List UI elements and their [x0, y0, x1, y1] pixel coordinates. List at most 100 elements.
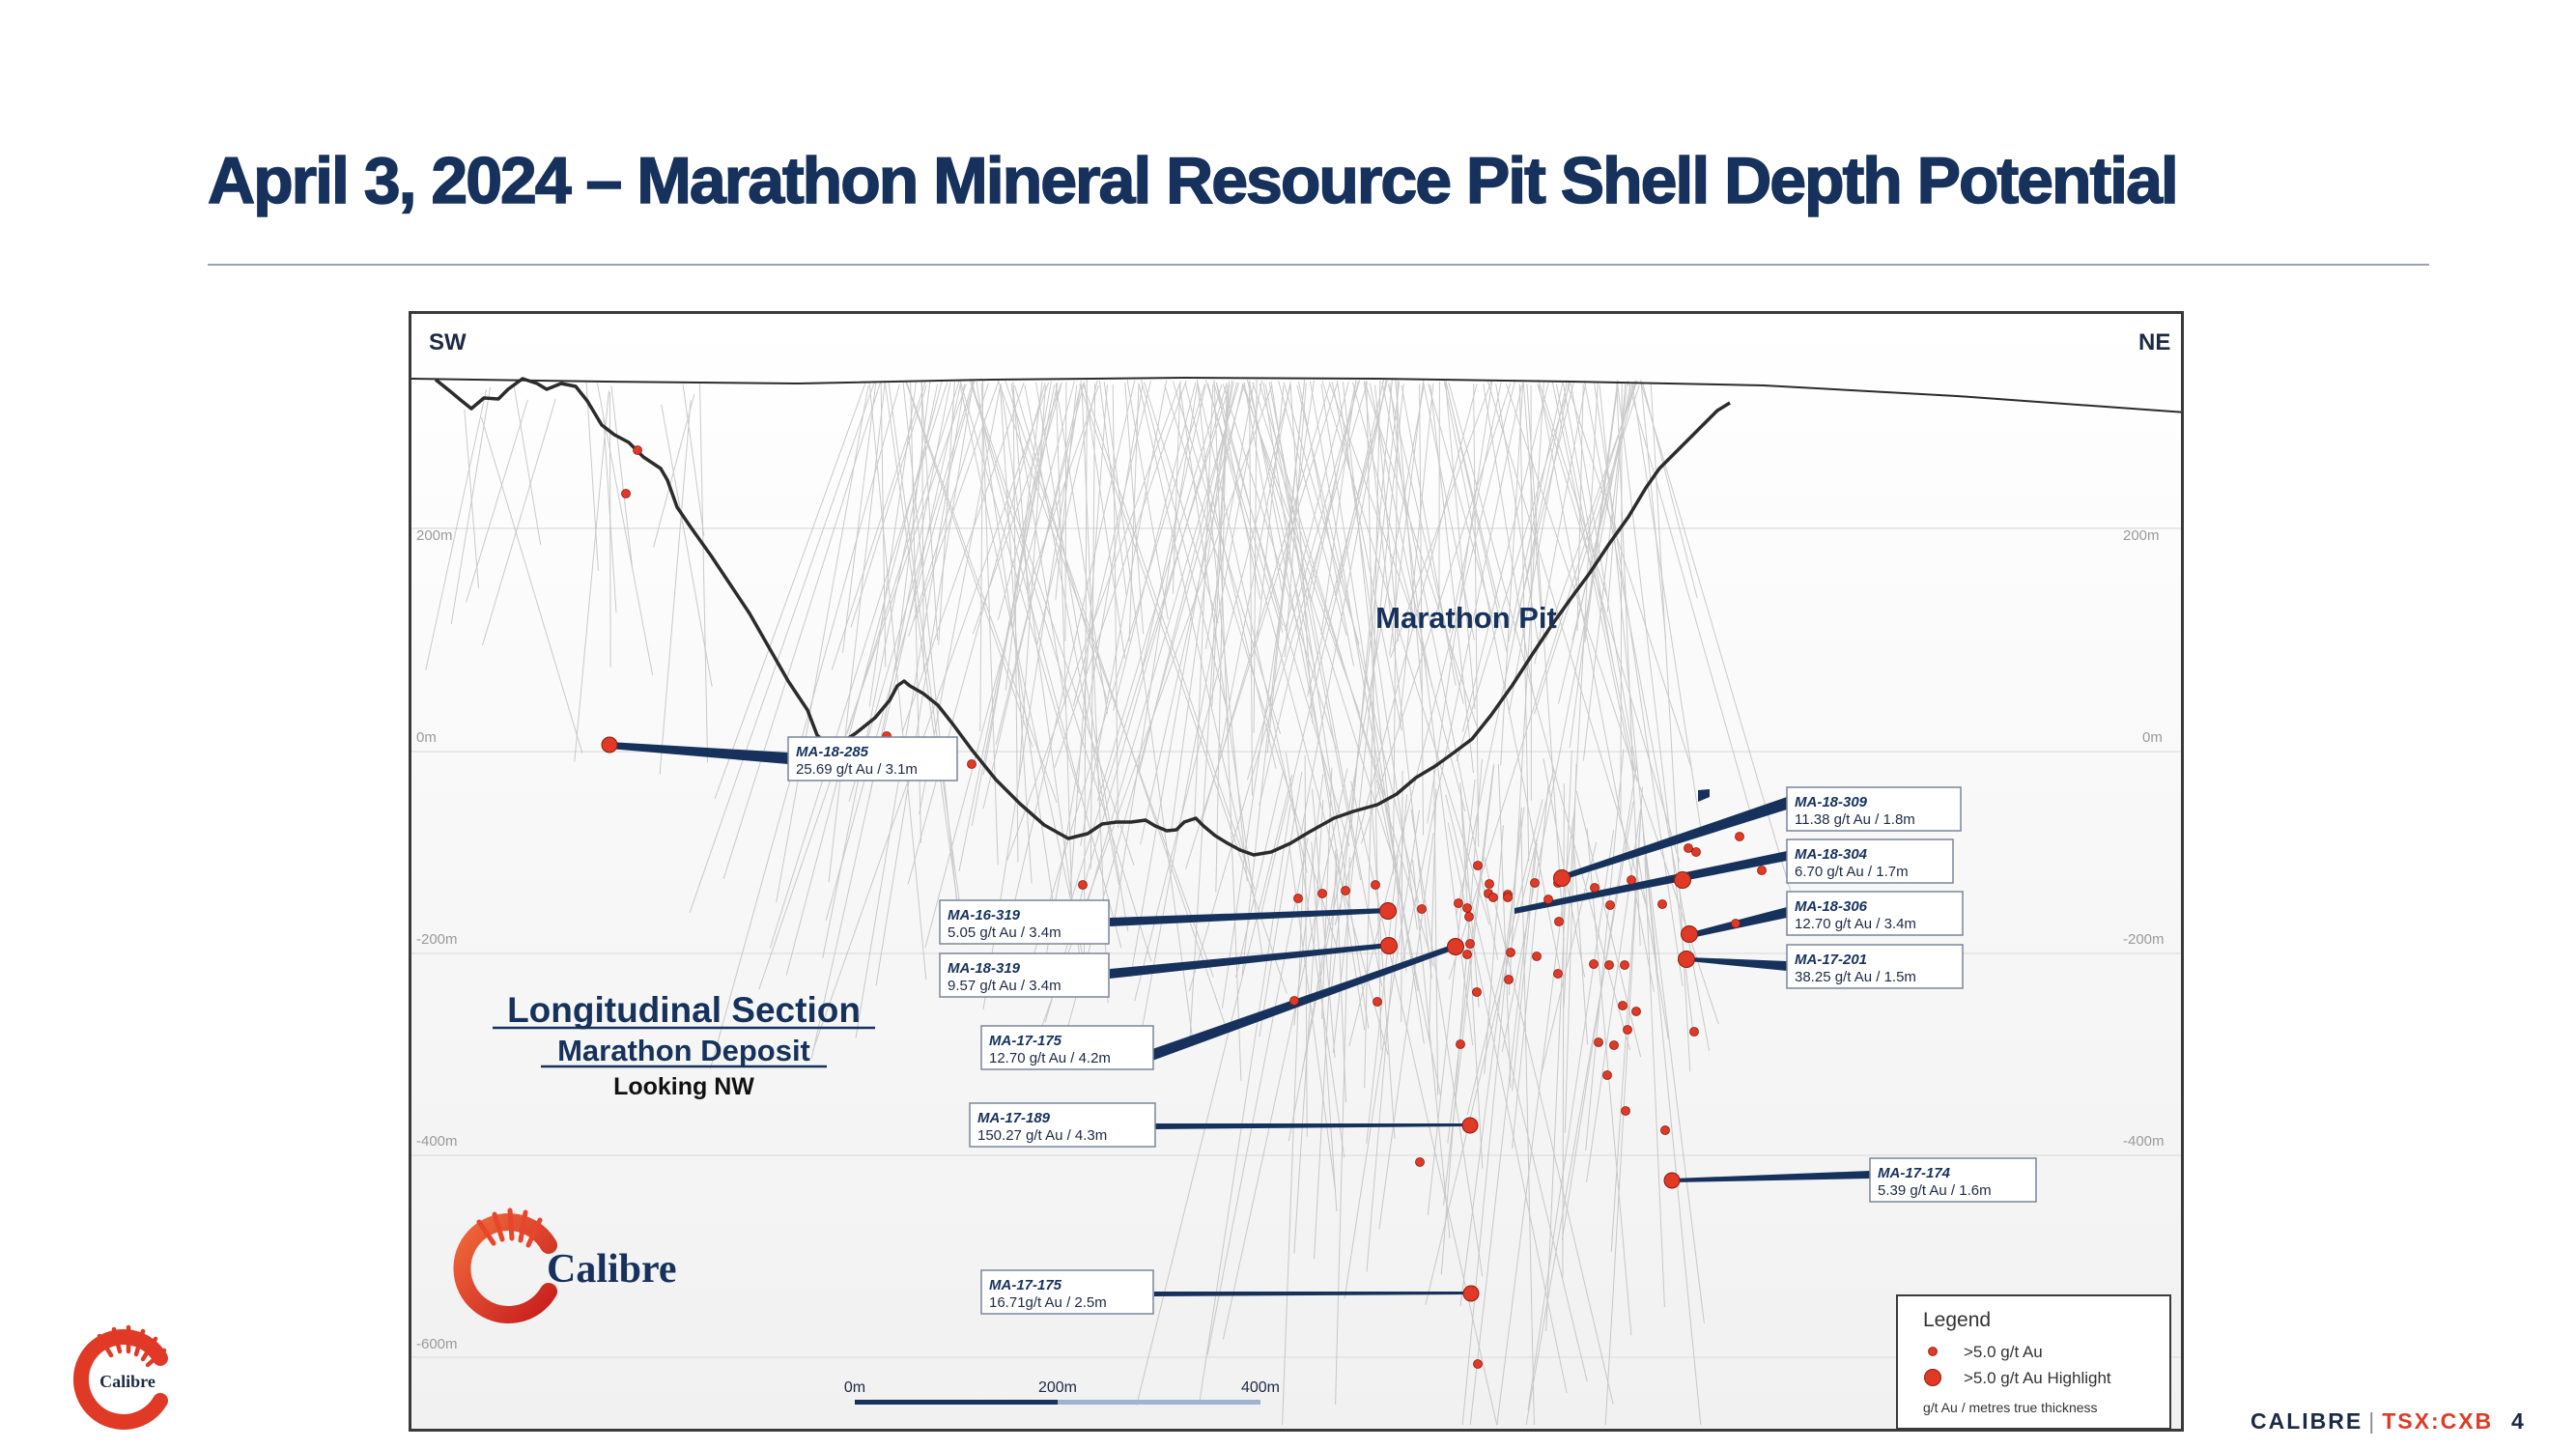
callout-ma-17-175-deep: MA-17-175 16.71g/t Au / 2.5m — [980, 1269, 1154, 1315]
drill-hole-trace — [1262, 382, 1366, 1031]
section-diagram: 200m 200m 0m 0m -200m -200m -400m -400m … — [411, 329, 2181, 1429]
drill-hole-trace — [1366, 854, 1399, 1144]
drill-hole-trace — [1584, 384, 1619, 643]
drill-hole-trace — [1293, 799, 1324, 1254]
drill-hole-trace — [1538, 380, 1608, 598]
drill-hole-trace — [1399, 383, 1434, 729]
drill-hole-trace — [1350, 379, 1393, 832]
drill-hole-trace — [1427, 779, 1476, 1215]
drill-hole-trace — [1314, 848, 1338, 1260]
drill-hole-trace — [1520, 814, 1535, 1426]
leader-ma-18-304 — [1514, 851, 1787, 914]
legend-highlight-marker — [1924, 1369, 1941, 1386]
drill-hole-trace — [1537, 384, 1681, 863]
elev-label-right: 0m — [2142, 729, 2163, 746]
drill-hole-trace — [1401, 384, 1522, 968]
callout-grade: 6.70 g/t Au / 1.7m — [1795, 864, 1909, 880]
callout-grade: 25.69 g/t Au / 3.1m — [796, 761, 918, 778]
leader-ma-17-201 — [1688, 957, 1787, 971]
drill-hole-trace — [1460, 793, 1484, 1169]
drill-hole-trace — [831, 380, 926, 670]
drill-hole-trace — [972, 384, 1062, 635]
drill-hole-trace — [1395, 379, 1423, 694]
assay-point — [1289, 996, 1299, 1006]
drill-hole-trace — [1445, 382, 1476, 710]
callout-ma-17-175: MA-17-175 12.70 g/t Au / 4.2m — [980, 1025, 1154, 1070]
longitudinal-section-figure: 200m 200m 0m 0m -200m -200m -400m -400m … — [409, 311, 2184, 1432]
footer-company: CALIBRE — [2250, 1408, 2364, 1434]
drill-hole-trace — [1518, 384, 1530, 862]
highlight-point — [1663, 1172, 1681, 1189]
drill-hole-trace — [1260, 380, 1388, 919]
assay-point — [633, 445, 642, 455]
highlight-point — [1674, 871, 1691, 889]
scale-label: 400m — [1241, 1379, 1280, 1396]
drill-hole-trace — [1522, 383, 1542, 610]
assay-point — [1473, 1359, 1483, 1369]
drill-hole-trace — [1461, 807, 1522, 1426]
assay-point — [621, 489, 631, 498]
drill-hole-trace — [1072, 381, 1151, 707]
assay-point — [1506, 948, 1515, 957]
assay-point — [1462, 903, 1472, 913]
callout-ma-16-319: MA-16-319 5.05 g/t Au / 3.4m — [939, 899, 1110, 945]
callout-hole-id: MA-17-174 — [1878, 1165, 1951, 1181]
drill-hole-trace — [1321, 380, 1490, 925]
drill-hole-trace — [971, 379, 1122, 949]
page-number: 4 — [2511, 1408, 2524, 1434]
drill-hole-trace — [1143, 381, 1219, 624]
drill-hole-trace — [425, 389, 487, 670]
drill-hole-trace — [1640, 379, 1667, 639]
elev-label-left: -600m — [416, 1336, 458, 1352]
highlight-point — [1553, 869, 1571, 887]
scale-bar-segment-light — [1058, 1400, 1260, 1405]
highlight-point — [601, 736, 618, 753]
drill-hole-trace — [1199, 804, 1291, 1402]
assay-point — [1660, 1125, 1670, 1135]
drill-hole-trace — [609, 391, 611, 668]
drill-hole-trace — [480, 416, 583, 753]
drill-hole-trace — [1433, 762, 1439, 1095]
highlight-point — [1447, 938, 1464, 955]
drill-hole-trace — [842, 381, 877, 653]
drill-hole-trace — [1069, 384, 1231, 905]
assay-point — [1530, 878, 1540, 888]
drill-hole-trace — [1544, 380, 1638, 640]
drill-hole-trace — [714, 382, 866, 800]
drill-hole-trace — [982, 384, 1082, 810]
drill-hole-trace — [1130, 381, 1234, 978]
drill-hole-trace — [1448, 382, 1630, 1051]
drill-hole-trace — [1024, 384, 1120, 886]
callout-hole-id: MA-16-319 — [948, 907, 1021, 923]
drill-hole-trace — [1008, 380, 1136, 924]
assay-point — [1454, 898, 1463, 908]
drill-hole-trace — [1446, 384, 1501, 609]
drill-hole-trace — [1642, 835, 1702, 1426]
drill-hole-trace — [997, 382, 1062, 620]
assay-point — [1594, 1037, 1603, 1047]
drill-hole-trace — [1571, 381, 1636, 641]
drill-hole-trace — [908, 383, 989, 637]
drill-hole-trace — [1570, 383, 1637, 771]
drill-hole-trace — [1389, 382, 1474, 1046]
drill-hole-trace — [1283, 382, 1360, 645]
drill-hole-trace — [659, 400, 692, 775]
drill-hole-trace — [979, 380, 984, 732]
drill-hole-trace — [1278, 381, 1347, 636]
assay-point — [1317, 889, 1327, 898]
drill-hole-trace — [1448, 380, 1636, 980]
drill-hole-trace — [1419, 384, 1424, 836]
direction-ne: NE — [2138, 329, 2170, 355]
drill-hole-trace — [1456, 380, 1569, 917]
callout-grade: 12.70 g/t Au / 3.4m — [1795, 916, 1916, 932]
drill-hole-trace — [969, 380, 1152, 962]
drill-hole-trace — [1215, 383, 1261, 600]
assay-point — [1078, 880, 1088, 890]
section-heading: Longitudinal Section — [507, 990, 861, 1030]
callout-ma-18-304: MA-18-304 6.70 g/t Au / 1.7m — [1786, 838, 1954, 884]
drill-hole-trace — [875, 382, 974, 986]
highlight-point — [1462, 1285, 1480, 1302]
drill-hole-trace — [1585, 749, 1625, 1151]
drill-hole-trace — [1352, 382, 1466, 812]
drill-hole-trace — [1388, 384, 1464, 704]
